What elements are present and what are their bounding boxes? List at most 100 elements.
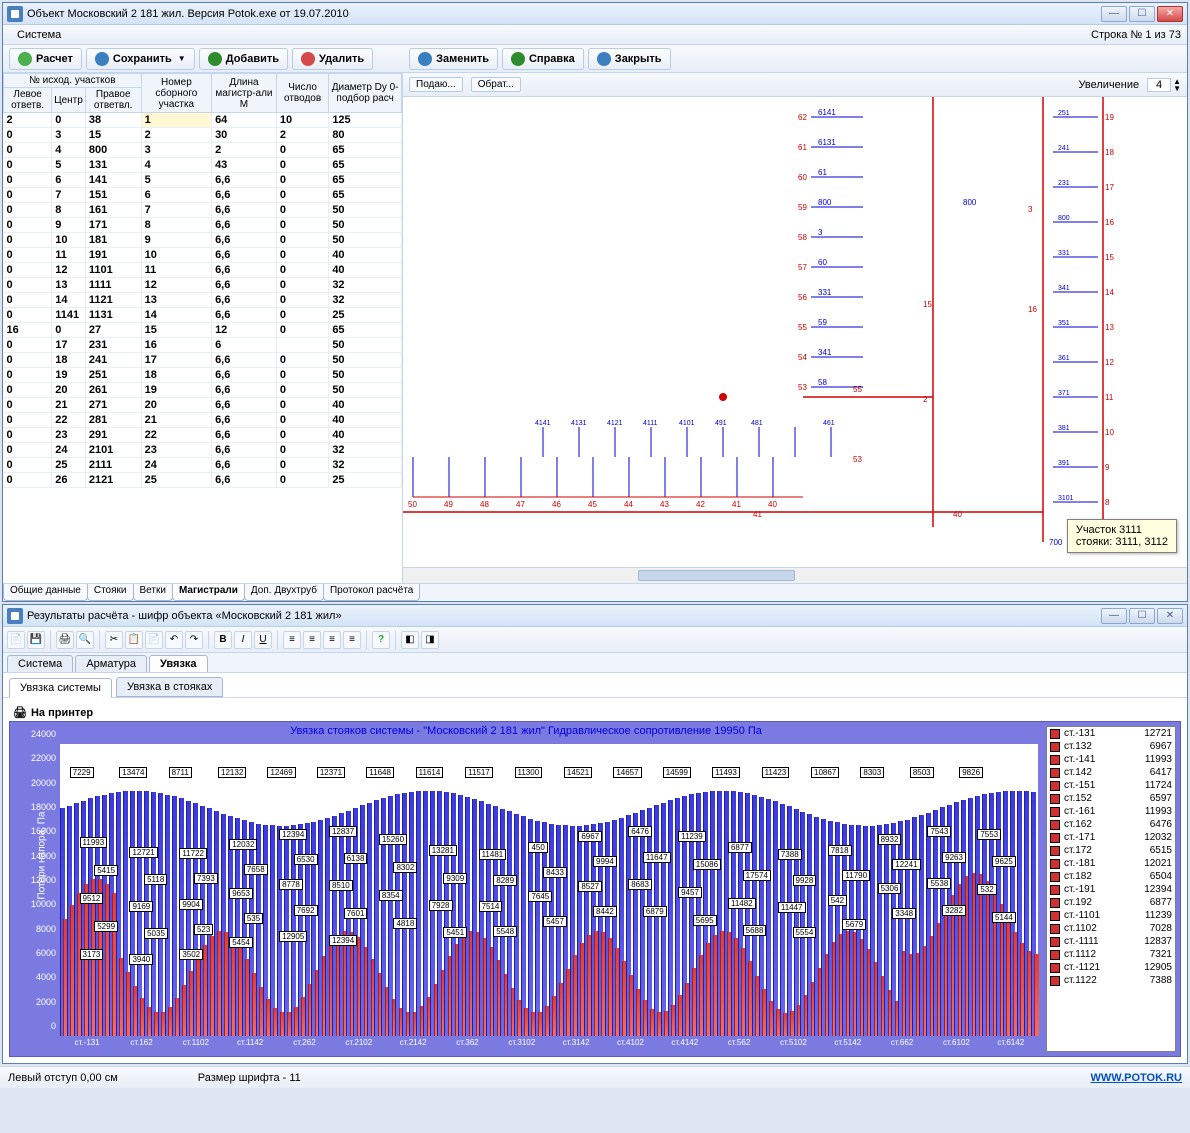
paste-icon[interactable]: 📄 (145, 631, 163, 649)
table-cell[interactable]: 0 (276, 428, 328, 443)
table-cell[interactable]: 50 (329, 353, 402, 368)
table-cell[interactable]: 21 (141, 413, 211, 428)
table-cell[interactable]: 24 (141, 458, 211, 473)
legend-item[interactable]: ст.-112112905 (1047, 961, 1175, 974)
table-cell[interactable]: 0 (276, 413, 328, 428)
table-cell[interactable]: 6,6 (212, 308, 277, 323)
table-cell[interactable]: 16 (141, 338, 211, 353)
table-cell[interactable]: 40 (329, 248, 402, 263)
new-icon[interactable]: 📄 (7, 631, 25, 649)
table-cell[interactable]: 6,6 (212, 203, 277, 218)
table-cell[interactable]: 6 (141, 188, 211, 203)
table-cell[interactable]: 50 (329, 368, 402, 383)
table-cell[interactable]: 65 (329, 143, 402, 158)
table-cell[interactable]: 800 (85, 143, 141, 158)
legend-item[interactable]: ст.1926877 (1047, 896, 1175, 909)
table-cell[interactable]: 1 (141, 113, 211, 128)
table-cell[interactable]: 6,6 (212, 443, 277, 458)
table-cell[interactable]: 40 (329, 428, 402, 443)
table-cell[interactable]: 40 (329, 413, 402, 428)
table-row[interactable]: 021271206,6040 (4, 398, 402, 413)
table-cell[interactable]: 22 (141, 428, 211, 443)
return-button[interactable]: Обрат... (471, 77, 521, 92)
replace-button[interactable]: Заменить (409, 48, 498, 70)
table-cell[interactable]: 2 (4, 113, 52, 128)
cut-icon[interactable]: ✂ (105, 631, 123, 649)
legend-item[interactable]: ст.-15111724 (1047, 779, 1175, 792)
table-cell[interactable]: 50 (329, 383, 402, 398)
data-table[interactable]: № исход. участков Номер сборного участка… (3, 73, 402, 488)
table-cell[interactable]: 6,6 (212, 248, 277, 263)
close-app-button[interactable]: Закрыть (588, 48, 671, 70)
table-row[interactable]: 0131111126,6032 (4, 278, 402, 293)
tab[interactable]: Система (7, 655, 73, 672)
table-cell[interactable]: 0 (276, 323, 328, 338)
table-cell[interactable]: 18 (52, 353, 86, 368)
table-cell[interactable]: 10 (141, 248, 211, 263)
table-row[interactable]: 020261196,6050 (4, 383, 402, 398)
table-cell[interactable]: 171 (85, 218, 141, 233)
table-cell[interactable]: 0 (276, 293, 328, 308)
table-cell[interactable]: 6,6 (212, 428, 277, 443)
table-cell[interactable]: 161 (85, 203, 141, 218)
table-row[interactable]: 0242101236,6032 (4, 443, 402, 458)
table-cell[interactable]: 0 (4, 443, 52, 458)
table-cell[interactable] (276, 338, 328, 353)
table-cell[interactable]: 0 (4, 293, 52, 308)
table-row[interactable]: 018241176,6050 (4, 353, 402, 368)
table-cell[interactable]: 0 (276, 218, 328, 233)
tab[interactable]: Арматура (75, 655, 147, 672)
table-cell[interactable]: 2101 (85, 443, 141, 458)
table-row[interactable]: 0816176,6050 (4, 203, 402, 218)
legend-item[interactable]: ст.1326967 (1047, 740, 1175, 753)
table-cell[interactable]: 10 (276, 113, 328, 128)
table-cell[interactable]: 0 (4, 428, 52, 443)
table-cell[interactable]: 20 (52, 383, 86, 398)
table-cell[interactable]: 0 (4, 188, 52, 203)
table-cell[interactable]: 0 (276, 173, 328, 188)
table-cell[interactable]: 9 (141, 233, 211, 248)
table-cell[interactable]: 32 (329, 458, 402, 473)
table-cell[interactable]: 0 (276, 458, 328, 473)
table-cell[interactable]: 0 (4, 338, 52, 353)
table-cell[interactable]: 2 (276, 128, 328, 143)
table-cell[interactable]: 1131 (85, 308, 141, 323)
table-cell[interactable]: 43 (212, 158, 277, 173)
legend-item[interactable]: ст.-17112032 (1047, 831, 1175, 844)
table-cell[interactable]: 13 (52, 278, 86, 293)
table-cell[interactable]: 50 (329, 338, 402, 353)
table-cell[interactable]: 6,6 (212, 413, 277, 428)
table-row[interactable]: 022281216,6040 (4, 413, 402, 428)
table-cell[interactable]: 0 (4, 278, 52, 293)
table-cell[interactable]: 27 (85, 323, 141, 338)
table-cell[interactable]: 7 (141, 203, 211, 218)
table-cell[interactable]: 50 (329, 203, 402, 218)
table-cell[interactable]: 1111 (85, 278, 141, 293)
table-cell[interactable]: 0 (4, 128, 52, 143)
table-cell[interactable]: 8 (141, 218, 211, 233)
table-cell[interactable]: 6,6 (212, 233, 277, 248)
table-cell[interactable]: 2111 (85, 458, 141, 473)
table-cell[interactable]: 65 (329, 323, 402, 338)
table-cell[interactable]: 3 (52, 128, 86, 143)
table-cell[interactable]: 10 (52, 233, 86, 248)
table-cell[interactable]: 231 (85, 338, 141, 353)
zoom-input[interactable] (1147, 78, 1171, 92)
legend-item[interactable]: ст.-111112837 (1047, 935, 1175, 948)
diagram-canvas[interactable]: 6141626131616160800593586057331565955341… (403, 97, 1187, 567)
legend-item[interactable]: ст.-19112394 (1047, 883, 1175, 896)
zoom-spinner[interactable]: ▲▼ (1147, 78, 1181, 92)
table-cell[interactable]: 0 (276, 353, 328, 368)
table-cell[interactable]: 18 (141, 368, 211, 383)
table-cell[interactable]: 80 (329, 128, 402, 143)
legend-item[interactable]: ст.11027028 (1047, 922, 1175, 935)
table-cell[interactable]: 0 (4, 173, 52, 188)
table-cell[interactable]: 14 (52, 293, 86, 308)
table-cell[interactable]: 12 (141, 278, 211, 293)
table-row[interactable]: 0262121256,6025 (4, 473, 402, 488)
sheet-tab[interactable]: Ветки (133, 584, 173, 601)
table-row[interactable]: 0917186,6050 (4, 218, 402, 233)
legend-item[interactable]: ст.-14111993 (1047, 753, 1175, 766)
table-cell[interactable]: 131 (85, 158, 141, 173)
table-cell[interactable]: 12 (52, 263, 86, 278)
